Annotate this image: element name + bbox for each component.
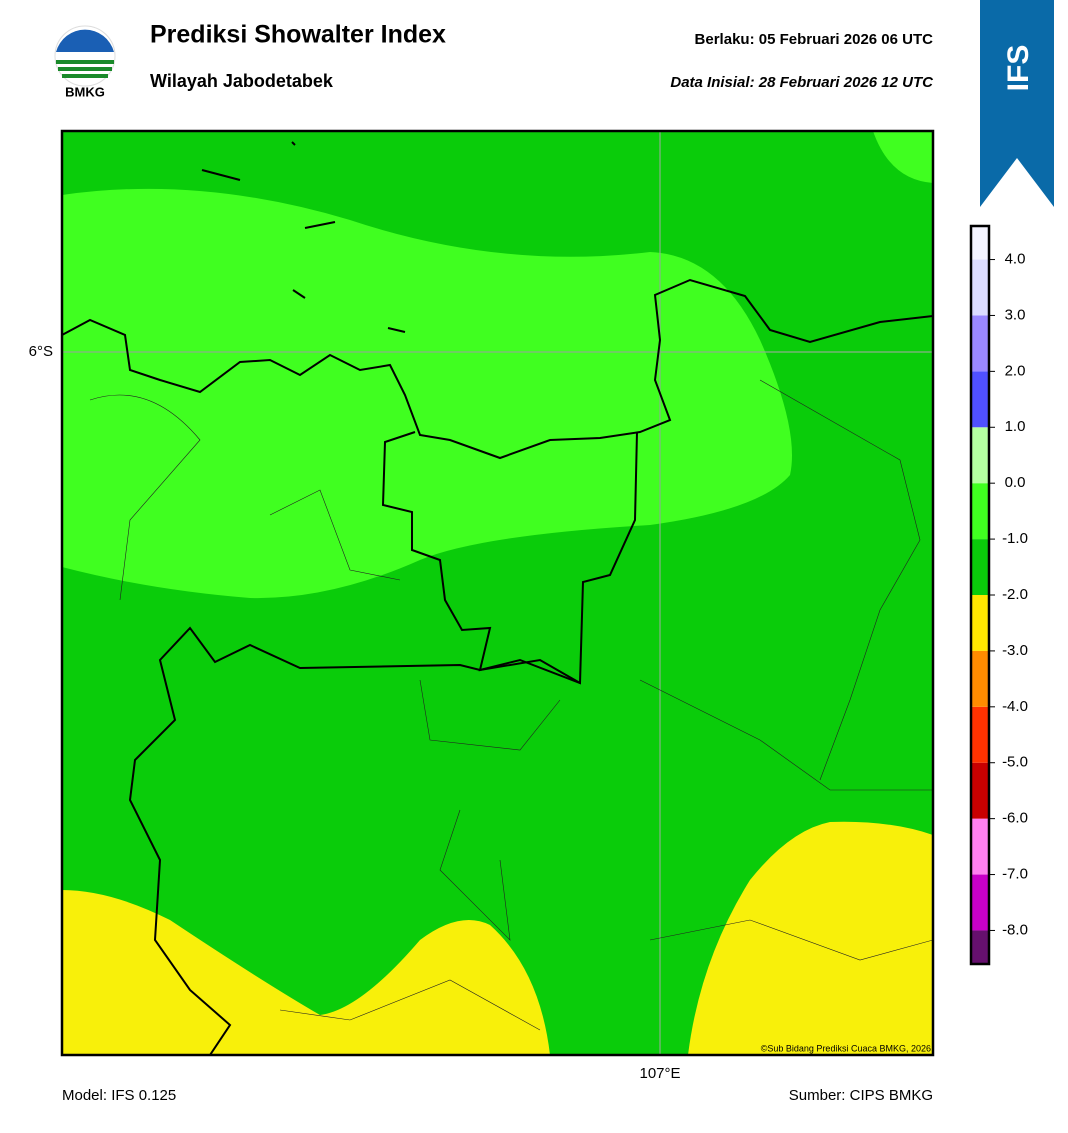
colorbar-tick-label: -8.0 [1002,921,1028,938]
colorbar-tick-label: -6.0 [1002,810,1028,827]
valid-time: Berlaku: 05 Februari 2026 06 UTC [695,31,934,48]
coastline [62,278,933,460]
colorbar-tick-label: 2.0 [1005,362,1026,379]
colorbar-segment [971,930,989,964]
field [62,188,792,599]
colorbar-segment [971,762,989,819]
logo: BMKG [54,25,116,99]
logo-text: BMKG [65,84,105,99]
province-border [381,431,638,685]
lon-label: 107°E [639,1065,680,1082]
badge-text: IFS [1002,45,1035,92]
colorbar-tick-label: 1.0 [1005,418,1026,435]
colorbar-segment [971,371,989,428]
colorbar-tick-label: -3.0 [1002,642,1028,659]
district-border [89,379,933,1031]
colorbar-tick-label: 3.0 [1005,306,1026,323]
map: 6°S 107°E ©Sub Bidang Prediksi Cuaca BMK… [29,129,935,1082]
subtitle: Wilayah Jabodetabek [150,71,334,91]
credit: ©Sub Bidang Prediksi Cuaca BMKG, 2026 [761,1043,931,1053]
colorbar-segment [971,427,989,484]
badge [980,0,1054,207]
colorbar-tick-label: -1.0 [1002,530,1028,547]
islands [201,141,406,333]
source: Sumber: CIPS BMKG [789,1087,933,1104]
colorbar-segment [971,706,989,763]
colorbar-tick-label: 0.0 [1005,474,1026,491]
colorbar-segment [971,226,989,260]
field [62,890,550,1055]
colorbar-tick-label: -4.0 [1002,698,1028,715]
colorbar-tick-label: 4.0 [1005,251,1026,268]
title: Prediksi Showalter Index [150,21,446,49]
colorbar-tick-label: -7.0 [1002,866,1028,883]
lat-label: 6°S [29,343,53,360]
colorbar: -8.0 -7.0 -6.0 -5.0 -4.0 -3.0 -2.0 -1.0 0.0 1.0 2.… [969,224,1028,966]
colorbar-tick-label: -5.0 [1002,754,1028,771]
field [688,821,933,1055]
field [873,131,933,183]
map-frame [60,129,935,1057]
model: Model: IFS 0.125 [62,1087,176,1104]
colorbar-tick-label: -2.0 [1002,586,1028,603]
colorbar-segment [971,259,989,316]
colorbar-segment [971,595,989,651]
colorbar-segment [971,483,989,540]
colorbar-segment [971,874,989,931]
province-border [128,626,581,1055]
colorbar-segment [971,539,989,595]
colorbar-segment [971,315,989,372]
colorbar-segment [971,818,989,875]
colorbar-segment [971,650,989,707]
init-time: Data Inisial: 28 Februari 2026 12 UTC [670,74,934,91]
